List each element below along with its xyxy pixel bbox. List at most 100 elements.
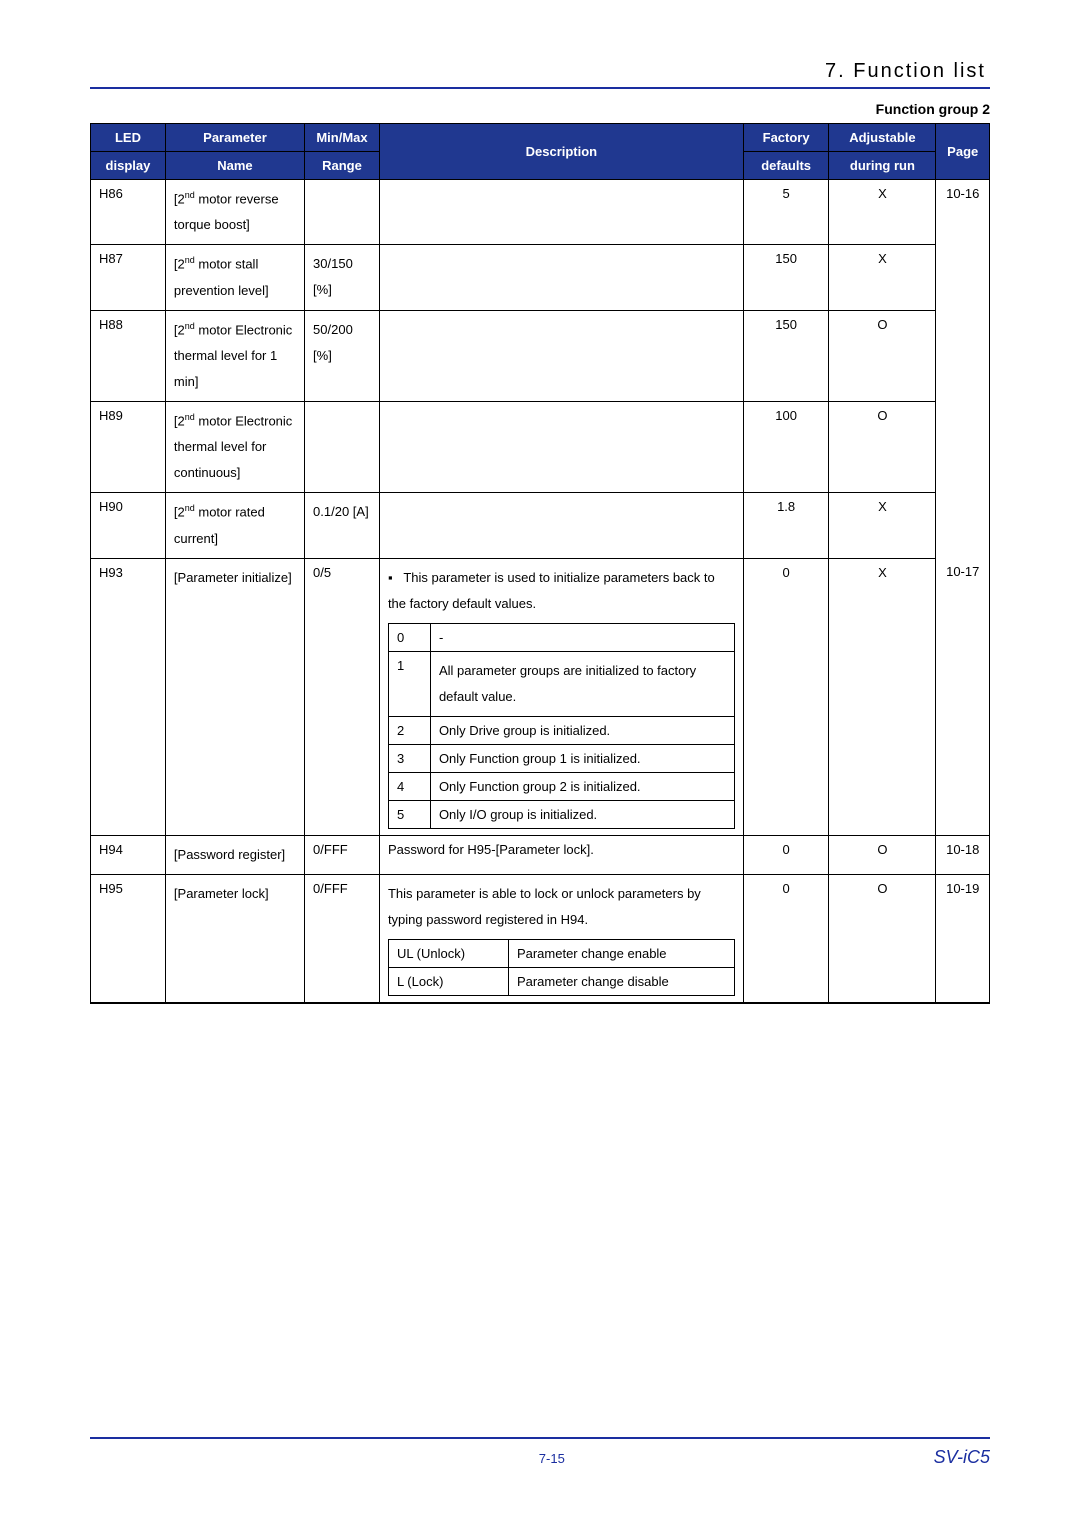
cell-range: [305, 180, 380, 245]
group-title: Function group 2: [90, 101, 990, 117]
bullet-icon: ▪: [388, 565, 400, 591]
cell-range: [305, 401, 380, 492]
opt-key: 1: [388, 651, 430, 716]
th-led-2: display: [91, 152, 166, 180]
cell-desc: ▪ This parameter is used to initialize p…: [379, 558, 743, 835]
cell-factory: 0: [743, 835, 829, 874]
cell-desc: Password for H95-[Parameter lock].: [379, 835, 743, 874]
th-range-1: Min/Max: [305, 124, 380, 152]
opt-key: 3: [388, 744, 430, 772]
cell-factory: 150: [743, 310, 829, 401]
cell-factory: 0: [743, 874, 829, 1003]
cell-led: H87: [91, 245, 166, 310]
opt-val: Only Function group 2 is initialized.: [430, 772, 734, 800]
cell-name: [2nd motor Electronic thermal level for …: [165, 401, 304, 492]
opt-key: 0: [388, 623, 430, 651]
desc-text: This parameter is able to lock or unlock…: [388, 881, 735, 933]
cell-name: [2nd motor rated current]: [165, 493, 304, 558]
cell-adj: X: [829, 493, 936, 558]
cell-led: H95: [91, 874, 166, 1003]
opt-val: -: [430, 623, 734, 651]
cell-adj: O: [829, 310, 936, 401]
model-label: SV-iC5: [934, 1447, 990, 1468]
cell-factory: 150: [743, 245, 829, 310]
cell-desc: [379, 310, 743, 401]
cell-adj: X: [829, 180, 936, 245]
cell-led: H93: [91, 558, 166, 835]
options-table: 0- 1All parameter groups are initialized…: [388, 623, 735, 829]
table-row: H88 [2nd motor Electronic thermal level …: [91, 310, 990, 401]
cell-name: [Password register]: [165, 835, 304, 874]
chapter-title: 7. Function list: [90, 60, 990, 83]
opt-val: All parameter groups are initialized to …: [430, 651, 734, 716]
top-rule: [90, 87, 990, 89]
th-page: Page: [936, 124, 990, 180]
cell-adj: O: [829, 401, 936, 492]
table-row: H94 [Password register] 0/FFF Password f…: [91, 835, 990, 874]
th-adj-2: during run: [829, 152, 936, 180]
cell-name: [2nd motor reverse torque boost]: [165, 180, 304, 245]
cell-range: 0/5: [305, 558, 380, 835]
cell-adj: X: [829, 558, 936, 835]
cell-range: 0/FFF: [305, 874, 380, 1003]
cell-desc: [379, 180, 743, 245]
cell-desc: [379, 245, 743, 310]
opt-key: 4: [388, 772, 430, 800]
opt-val: Parameter change disable: [508, 967, 734, 995]
table-row: H86 [2nd motor reverse torque boost] 5 X…: [91, 180, 990, 245]
opt-val: Only Drive group is initialized.: [430, 716, 734, 744]
lock-options-table: UL (Unlock) Parameter change enable L (L…: [388, 939, 735, 996]
table-row: H89 [2nd motor Electronic thermal level …: [91, 401, 990, 492]
cell-range: 50/200 [%]: [305, 310, 380, 401]
cell-led: H94: [91, 835, 166, 874]
th-name-1: Parameter: [165, 124, 304, 152]
cell-adj: O: [829, 874, 936, 1003]
cell-range: 30/150 [%]: [305, 245, 380, 310]
cell-led: H90: [91, 493, 166, 558]
desc-text: This parameter is used to initialize par…: [388, 570, 715, 611]
cell-page: 10-17: [936, 558, 990, 835]
cell-name: [Parameter initialize]: [165, 558, 304, 835]
th-name-2: Name: [165, 152, 304, 180]
cell-range: 0.1/20 [A]: [305, 493, 380, 558]
cell-desc: [379, 493, 743, 558]
th-range-2: Range: [305, 152, 380, 180]
cell-page: 10-19: [936, 874, 990, 1003]
cell-led: H86: [91, 180, 166, 245]
cell-page: 10-16: [936, 180, 990, 559]
th-fact-2: defaults: [743, 152, 829, 180]
cell-factory: 100: [743, 401, 829, 492]
th-led-1: LED: [91, 124, 166, 152]
opt-key: UL (Unlock): [388, 939, 508, 967]
cell-name: [Parameter lock]: [165, 874, 304, 1003]
table-row: H90 [2nd motor rated current] 0.1/20 [A]…: [91, 493, 990, 558]
th-desc: Description: [379, 124, 743, 180]
table-row: H87 [2nd motor stall prevention level] 3…: [91, 245, 990, 310]
footer: 7-15 SV-iC5: [90, 1437, 990, 1468]
opt-key: 5: [388, 800, 430, 828]
cell-name: [2nd motor stall prevention level]: [165, 245, 304, 310]
table-row: H95 [Parameter lock] 0/FFF This paramete…: [91, 874, 990, 1003]
cell-desc: This parameter is able to lock or unlock…: [379, 874, 743, 1003]
cell-led: H88: [91, 310, 166, 401]
cell-desc: [379, 401, 743, 492]
th-adj-1: Adjustable: [829, 124, 936, 152]
cell-factory: 1.8: [743, 493, 829, 558]
opt-val: Only Function group 1 is initialized.: [430, 744, 734, 772]
cell-factory: 0: [743, 558, 829, 835]
function-table: LED Parameter Min/Max Description Factor…: [90, 123, 990, 1004]
table-row: H93 [Parameter initialize] 0/5 ▪ This pa…: [91, 558, 990, 835]
bottom-rule: [90, 1437, 990, 1439]
cell-adj: O: [829, 835, 936, 874]
page-number: 7-15: [170, 1451, 934, 1466]
cell-range: 0/FFF: [305, 835, 380, 874]
cell-name: [2nd motor Electronic thermal level for …: [165, 310, 304, 401]
opt-val: Only I/O group is initialized.: [430, 800, 734, 828]
th-fact-1: Factory: [743, 124, 829, 152]
cell-page: 10-18: [936, 835, 990, 874]
opt-key: 2: [388, 716, 430, 744]
cell-led: H89: [91, 401, 166, 492]
cell-adj: X: [829, 245, 936, 310]
opt-val: Parameter change enable: [508, 939, 734, 967]
cell-factory: 5: [743, 180, 829, 245]
